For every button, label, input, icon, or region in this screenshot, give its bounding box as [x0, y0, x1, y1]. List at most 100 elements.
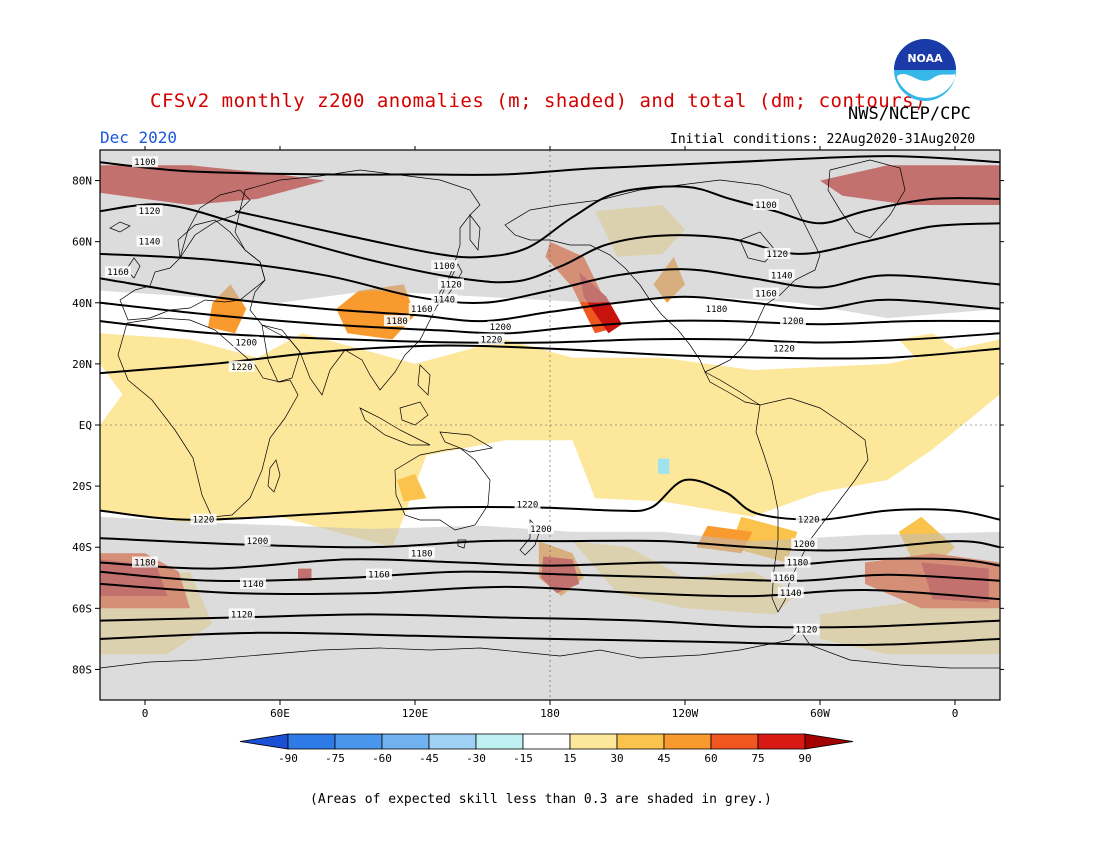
contour-label: 1120 [796, 626, 818, 636]
contour-label: 1100 [755, 201, 777, 211]
contour-label-bg [408, 547, 435, 559]
coastline-greenland [827, 159, 906, 239]
y-tick-label: 20N [72, 358, 92, 371]
contour-label: 1220 [193, 516, 215, 526]
colorbar-label: 75 [751, 752, 764, 765]
forecast-month: Dec 2020 [100, 128, 178, 147]
anomaly-region-15-30 [898, 333, 955, 364]
contour-label: 1160 [368, 571, 390, 581]
contour-label-bg [136, 205, 163, 217]
contour-line-1180 [100, 557, 1000, 570]
x-tick-label: 60E [270, 707, 290, 720]
contour-label-bg [777, 587, 804, 599]
contour-label: 1220 [231, 363, 253, 373]
contour-label-bg [791, 538, 818, 550]
y-tick-label: 40N [72, 297, 92, 310]
contour-label-bg [784, 556, 811, 568]
colorbar-label: -60 [372, 752, 392, 765]
contour-label-bg [105, 266, 131, 278]
y-tick-label: 20S [72, 480, 92, 493]
contour-label-bg [233, 336, 260, 348]
colorbar-label: 60 [704, 752, 717, 765]
coastline-japan [437, 263, 463, 307]
contour-label: 1180 [386, 317, 408, 327]
contour-label: 1200 [530, 525, 552, 535]
contour-line-1160 [100, 277, 1000, 323]
coastline-africa [117, 317, 299, 518]
colorbar-end-high [804, 733, 854, 750]
contour-label-bg [228, 360, 255, 372]
coastline-borneo [399, 401, 429, 426]
contour-label: 1140 [433, 296, 455, 306]
contour-label-bg [478, 333, 505, 345]
contour-label: 1120 [440, 280, 462, 290]
colorbar-label: -75 [325, 752, 345, 765]
contour-line-1140 [100, 252, 1000, 305]
coastline-europe [119, 219, 266, 321]
contour-label-bg [431, 260, 458, 272]
contour-label: 1200 [247, 537, 269, 547]
contour-label: 1220 [481, 335, 503, 345]
y-tick-label: EQ [79, 419, 92, 432]
contour-line-1200 [100, 537, 1000, 552]
contour-label: 1200 [782, 317, 804, 327]
y-tick-label: 80N [72, 175, 92, 188]
contour-label: 1200 [793, 540, 815, 550]
y-tick-label: 60N [72, 236, 92, 249]
contour-label-bg [136, 235, 163, 247]
colorbar: -90 -75 -60 -45 -30 -15 15 30 45 60 75 90 [239, 733, 854, 765]
contour-label: 1200 [235, 339, 257, 349]
y-tick-label: 80S [72, 663, 92, 676]
contour-label: 1120 [231, 610, 253, 620]
contour-label-bg [132, 556, 158, 568]
contour-label-bg [384, 315, 410, 327]
coastline-scandinavia [179, 189, 251, 259]
x-tick-label: 60W [810, 707, 830, 720]
colorbar-box [475, 733, 524, 750]
map-axes: 0 60E 120E 180 120W 60W 0 80N 60N 40N 20N EQ 20S 40S 6… [72, 146, 1004, 720]
coastline-newguinea [439, 431, 493, 453]
contour-line-unlabeled [100, 631, 1000, 647]
map-title: CFSv2 monthly z200 anomalies (m; shaded)… [150, 90, 927, 112]
colorbar-box [569, 733, 618, 750]
contour-line-1100 [234, 185, 1000, 259]
contour-label: 1100 [134, 158, 156, 168]
coastline-madagascar [267, 459, 281, 493]
colorbar-box [334, 733, 383, 750]
contour-label-bg [793, 623, 820, 635]
colorbar-label: 90 [798, 752, 811, 765]
contour-label-bg [244, 535, 271, 547]
contour-label-bg [768, 269, 795, 281]
contour-label: 1220 [517, 500, 539, 510]
contour-label: 1220 [798, 516, 820, 526]
contour-labels: 1100112011401160110011201140116011801200… [105, 156, 822, 636]
x-tick-label: 180 [540, 707, 560, 720]
anomaly-region-30-45 [397, 473, 427, 502]
contour-label: 1160 [107, 268, 129, 278]
x-tick-label: 0 [142, 707, 149, 720]
contour-label-bg [487, 321, 514, 333]
contour-label: 1160 [755, 290, 777, 300]
contour-label: 1160 [773, 574, 795, 584]
contour-label-bg [132, 156, 158, 168]
colorbar-box [522, 733, 571, 750]
contour-line-1220 [100, 478, 1000, 521]
coastline-philippines [417, 364, 431, 396]
colorbar-box [616, 733, 665, 750]
contour-line-1140 [100, 582, 1000, 601]
contour-label: 1140 [139, 238, 161, 248]
contour-label: 1140 [780, 589, 802, 599]
contour-label-bg [795, 513, 822, 525]
coastline-kamchatka [469, 213, 481, 251]
contour-label: 1120 [139, 207, 161, 217]
contour-label-bg [408, 302, 435, 314]
colorbar-label: -90 [278, 752, 298, 765]
contour-label-bg [780, 315, 806, 327]
y-tick-label: 60S [72, 602, 92, 615]
colorbar-label: 15 [563, 752, 576, 765]
contour-label-bg [514, 498, 541, 510]
contour-label-bg [703, 302, 730, 314]
contour-label: 1160 [411, 305, 433, 315]
contour-label-bg [190, 513, 217, 525]
